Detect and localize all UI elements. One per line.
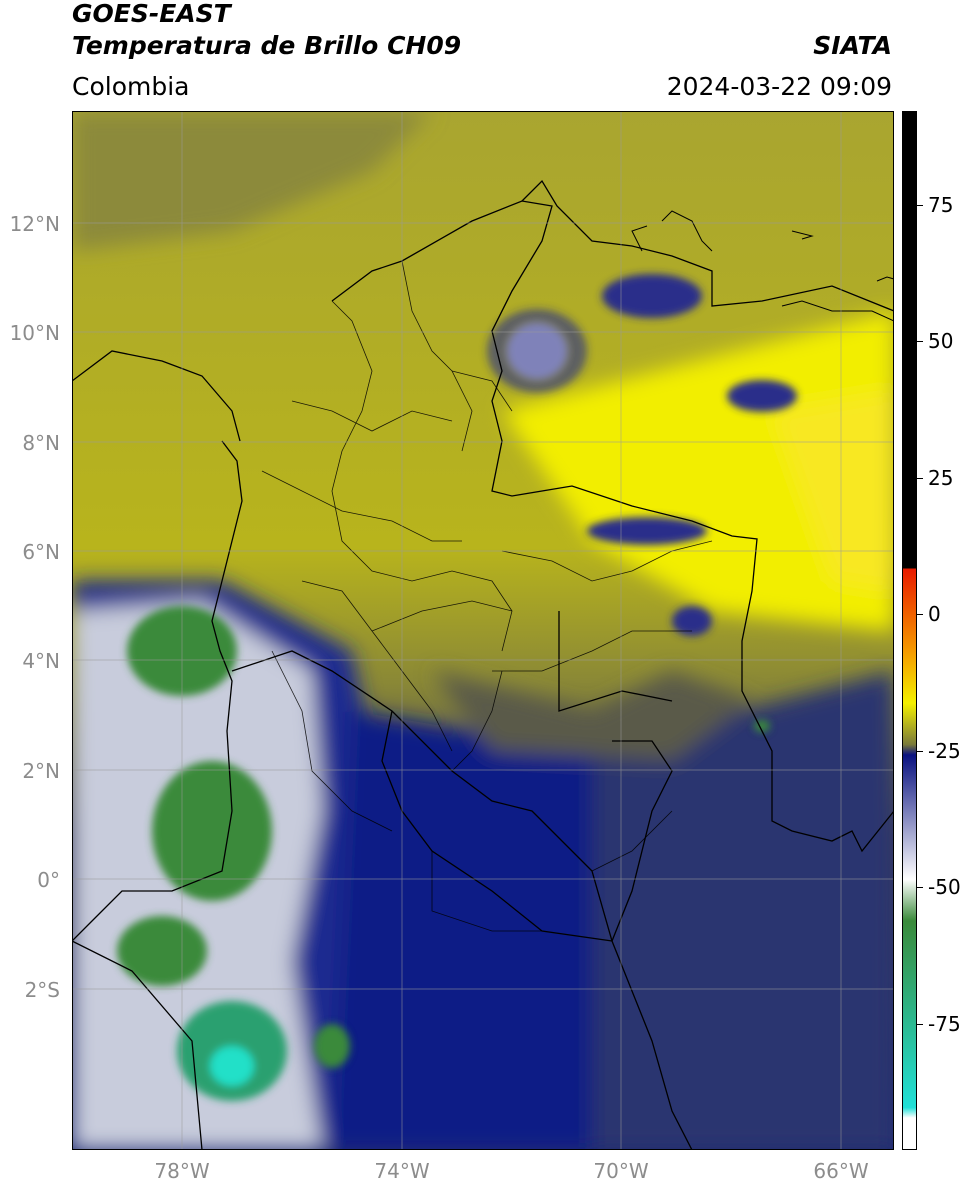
lat-label-2n: 2°N — [22, 759, 60, 783]
colorbar-label-50: 50 — [928, 329, 954, 353]
colorbar-label-m75: -75 — [928, 1012, 961, 1036]
lat-label-4n: 4°N — [22, 649, 60, 673]
lat-label-2s: 2°S — [24, 978, 60, 1002]
colorbar-label-m50: -50 — [928, 875, 961, 899]
lon-label-78w: 78°W — [154, 1159, 210, 1183]
coastlines — [631, 210, 894, 322]
colorbar-tick-0 — [917, 614, 923, 615]
colorbar-label-m25: -25 — [928, 739, 961, 763]
lat-label-12n: 12°N — [9, 212, 60, 236]
map-frame — [72, 111, 894, 1150]
colorbar-label-0: 0 — [928, 602, 941, 626]
department-borders — [261, 260, 713, 932]
map-canvas — [72, 111, 894, 1150]
lon-label-74w: 74°W — [374, 1159, 430, 1183]
lat-label-10n: 10°N — [9, 321, 60, 345]
lon-label-70w: 70°W — [593, 1159, 649, 1183]
region-label: Colombia — [72, 72, 190, 101]
lat-label-0: 0° — [37, 868, 60, 892]
colorbar-tick-75 — [917, 205, 923, 206]
satellite-title: GOES-EAST — [72, 0, 231, 28]
lon-label-66w: 66°W — [813, 1159, 869, 1183]
brand-label: SIATA — [813, 31, 892, 60]
datetime-label: 2024-03-22 09:09 — [666, 72, 892, 101]
colorbar-tick-m25 — [917, 751, 923, 752]
colorbar-tick-m50 — [917, 887, 923, 888]
colorbar-label-75: 75 — [928, 193, 954, 217]
colorbar — [902, 111, 917, 1150]
product-title: Temperatura de Brillo CH09 — [72, 31, 462, 60]
colorbar-label-25: 25 — [928, 466, 954, 490]
colorbar-tick-m75 — [917, 1024, 923, 1025]
lat-label-8n: 8°N — [22, 431, 60, 455]
satellite-map[interactable] — [72, 111, 894, 1150]
graticule — [72, 111, 894, 1150]
colorbar-tick-50 — [917, 341, 923, 342]
lat-label-6n: 6°N — [22, 540, 60, 564]
colorbar-tick-25 — [917, 478, 923, 479]
